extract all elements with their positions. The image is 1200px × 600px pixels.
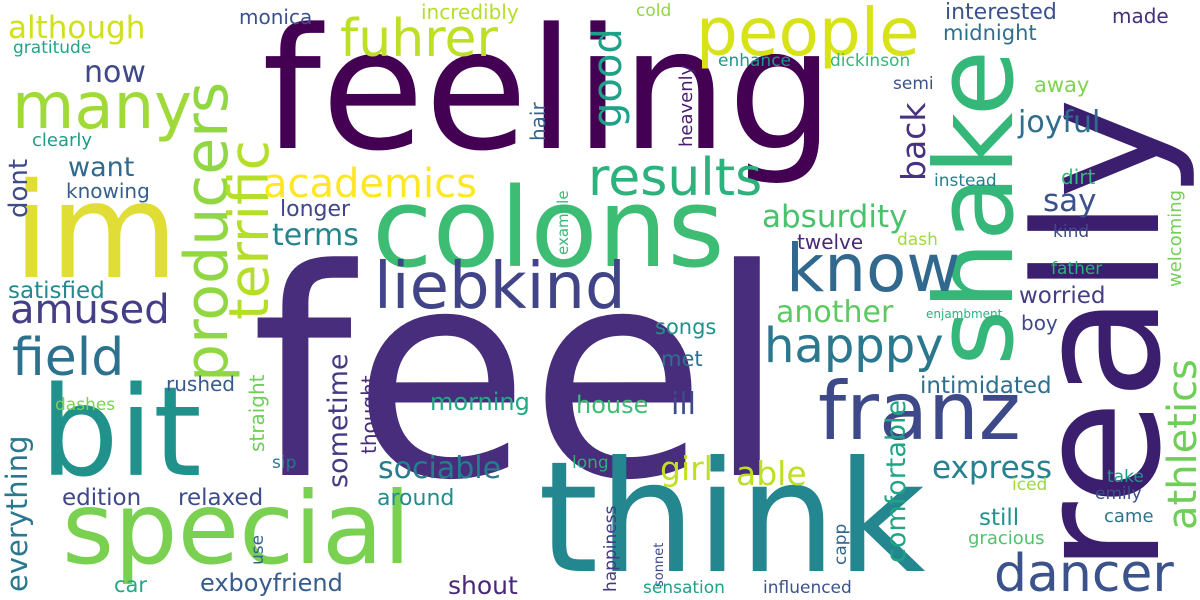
word-relaxed: relaxed: [178, 485, 264, 511]
word-clearly: clearly: [32, 130, 93, 151]
word-interested: interested: [945, 0, 1057, 25]
word-results: results: [588, 148, 763, 208]
word-welcoming: welcoming: [1165, 189, 1186, 287]
word-incredibly: incredibly: [421, 0, 519, 24]
word-many: many: [12, 70, 192, 144]
word-dashes: dashes: [55, 395, 116, 415]
word-semi: semi: [893, 74, 934, 94]
word-colons: colons: [372, 164, 725, 292]
word-know: know: [786, 230, 961, 307]
word-want: want: [68, 152, 135, 183]
word-enhance: enhance: [718, 51, 792, 71]
word-intimidated: intimidated: [920, 373, 1052, 399]
word-knowing: knowing: [66, 179, 150, 203]
word-say: say: [1043, 183, 1097, 219]
word-twelve: twelve: [797, 230, 864, 254]
word-sometime: sometime: [323, 353, 354, 489]
word-take: take: [1107, 467, 1144, 487]
word-feeling: feeling: [262, 0, 835, 188]
word-people: people: [696, 0, 920, 71]
word-although: although: [8, 10, 146, 46]
word-edition: edition: [62, 485, 142, 511]
word-athletics: athletics: [1160, 359, 1200, 530]
word-dash: dash: [897, 230, 938, 250]
word-think: think: [538, 429, 926, 600]
word-influenced: influenced: [763, 578, 852, 598]
word-im: im: [13, 155, 179, 309]
word-straight: straight: [245, 374, 269, 452]
word-happiness: happiness: [601, 505, 621, 592]
word-thought: thought: [357, 375, 381, 454]
word-fuhrer: fuhrer: [340, 9, 498, 69]
word-everything: everything: [0, 435, 34, 592]
word-longer: longer: [280, 197, 351, 222]
word-midnight: midnight: [943, 21, 1037, 45]
word-special: special: [62, 470, 411, 587]
word-monica: monica: [239, 5, 313, 29]
word-example: example: [554, 190, 572, 255]
word-joyful: joyful: [1018, 105, 1101, 140]
word-satisfied: satisfied: [8, 278, 105, 304]
word-able: able: [736, 454, 807, 493]
word-ill: ill: [671, 387, 697, 422]
word-absurdity: absurdity: [762, 199, 908, 235]
word-away: away: [1034, 73, 1090, 97]
word-amused: amused: [10, 287, 170, 333]
word-sensation: sensation: [643, 578, 725, 598]
word-field: field: [12, 328, 125, 388]
word-enjambment: enjambment: [926, 307, 1003, 321]
word-hair: hair: [526, 102, 550, 141]
word-express: express: [932, 450, 1052, 486]
word-songs: songs: [655, 315, 717, 339]
word-feel: feel: [251, 208, 787, 543]
word-still: still: [979, 505, 1020, 531]
word-exboyfriend: exboyfriend: [200, 569, 343, 597]
word-gratitude: gratitude: [13, 38, 92, 58]
word-happpy: happpy: [764, 318, 944, 374]
word-worried: worried: [1019, 283, 1106, 309]
word-dancer: dancer: [994, 544, 1174, 600]
word-long: long: [572, 453, 609, 473]
word-bit: bit: [40, 361, 202, 505]
word-boy: boy: [1021, 311, 1058, 335]
word-kind: kind: [1053, 222, 1090, 242]
word-gracious: gracious: [968, 528, 1045, 549]
word-use: use: [248, 534, 268, 565]
word-heavenly: heavenly: [676, 64, 697, 147]
word-capp: capp: [831, 523, 851, 565]
word-girl: girl: [660, 449, 713, 488]
word-made: made: [1112, 4, 1169, 28]
word-around: around: [377, 486, 455, 511]
word-sip: sip: [272, 453, 297, 473]
word-franz: franz: [818, 365, 1021, 458]
word-sociable: sociable: [378, 451, 502, 486]
word-shout: shout: [448, 571, 518, 600]
word-rushed: rushed: [166, 372, 235, 396]
word-another: another: [776, 295, 894, 330]
word-comfortable: comfortable: [881, 399, 912, 563]
word-cold: cold: [636, 1, 672, 21]
word-academics: academics: [263, 161, 477, 207]
word-car: car: [114, 573, 148, 597]
word-instead: instead: [934, 171, 997, 191]
word-came: came: [1104, 506, 1154, 527]
word-morning: morning: [430, 388, 530, 416]
word-good: good: [585, 28, 631, 128]
word-now: now: [84, 55, 146, 90]
word-met: met: [661, 347, 703, 371]
word-liebkind: liebkind: [374, 250, 626, 324]
word-father: father: [1051, 259, 1103, 279]
word-house: house: [576, 391, 649, 419]
word-dickinson: dickinson: [830, 51, 911, 71]
word-dirt: dirt: [1061, 165, 1096, 189]
word-dont: dont: [4, 158, 34, 218]
word-iced: iced: [1012, 475, 1048, 495]
word-emily: emily: [1095, 484, 1142, 504]
word-back: back: [894, 102, 933, 181]
word-terms: terms: [272, 218, 359, 253]
